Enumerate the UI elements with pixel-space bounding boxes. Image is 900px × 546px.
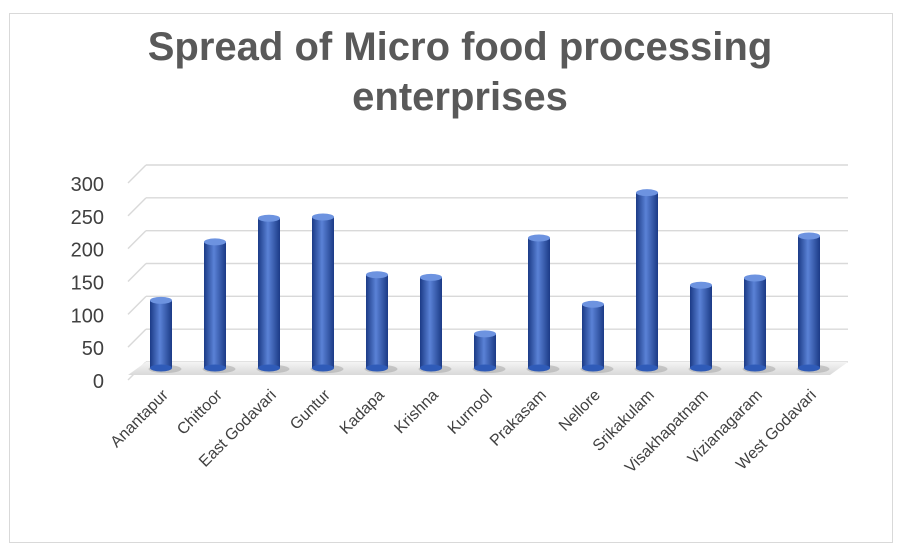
bar <box>256 214 290 373</box>
bar <box>202 238 236 373</box>
x-tick-label: Krishna <box>391 387 441 437</box>
gridline-side <box>127 230 147 250</box>
bar-bottom <box>744 364 766 372</box>
gridline-side <box>127 328 147 348</box>
chart-title-line-1: Spread of Micro food processing <box>147 25 773 69</box>
bar-body <box>798 236 820 368</box>
bar-cap <box>582 300 604 308</box>
bar-body <box>474 333 496 368</box>
y-axis-ticks: 0 50 100 150 200 250 300 <box>71 174 104 393</box>
bar-body <box>420 277 442 368</box>
bar-cap <box>420 273 442 281</box>
y-tick-label: 250 <box>71 207 104 229</box>
x-tick-label: Chittoor <box>174 386 226 438</box>
x-tick-label: Kurnool <box>445 387 496 438</box>
bar-bottom <box>258 364 280 372</box>
gridline-side <box>127 164 147 184</box>
gridline-side <box>127 197 147 217</box>
bars <box>148 189 830 373</box>
y-tick-label: 0 <box>93 371 104 393</box>
bar <box>796 232 830 373</box>
x-tick-label: Kadapa <box>337 387 388 438</box>
bar <box>364 271 398 373</box>
bar <box>526 234 560 373</box>
bar-bottom <box>312 364 334 372</box>
bar <box>634 189 668 373</box>
bar-cap <box>366 271 388 279</box>
bar-cap <box>690 281 712 289</box>
bar-body <box>690 285 712 368</box>
bar <box>310 213 344 373</box>
bar-cap <box>312 213 334 221</box>
chart-title: Spread of Micro food processing enterpri… <box>0 22 900 122</box>
bar-cap <box>204 238 226 246</box>
y-tick-label: 100 <box>71 305 104 327</box>
bar-bottom <box>420 364 442 372</box>
bar-body <box>528 237 550 368</box>
bar-body <box>636 192 658 368</box>
bar-bottom <box>798 364 820 372</box>
bar-bottom <box>690 364 712 372</box>
bar-bottom <box>636 364 658 372</box>
gridline-side <box>127 295 147 315</box>
bar-bottom <box>366 364 388 372</box>
bar-cap <box>150 296 172 304</box>
y-tick-label: 150 <box>71 273 104 295</box>
chart-title-line-2: enterprises <box>352 75 568 119</box>
x-tick-label: Guntur <box>287 386 334 433</box>
bar-cap <box>528 234 550 242</box>
bar-cap <box>474 330 496 338</box>
bar-bottom <box>528 364 550 372</box>
bar-body <box>150 300 172 368</box>
bar-bottom <box>474 364 496 372</box>
bar-bottom <box>150 364 172 372</box>
bar-body <box>258 218 280 368</box>
bar <box>472 330 506 373</box>
bar-body <box>204 241 226 368</box>
bar-body <box>312 216 334 368</box>
x-tick-label: Prakasam <box>487 387 550 450</box>
bar-body <box>582 304 604 368</box>
bar <box>418 273 452 373</box>
y-tick-label: 200 <box>71 240 104 262</box>
x-tick-label: Nellore <box>556 387 604 435</box>
bar <box>148 296 182 373</box>
bar-cap <box>798 232 820 240</box>
bar-cap <box>258 214 280 222</box>
x-tick-label: Anantapur <box>108 386 173 451</box>
bar-bottom <box>204 364 226 372</box>
bar-body <box>744 278 766 368</box>
bar-body <box>366 274 388 368</box>
bar-cap <box>636 189 658 197</box>
y-tick-label: 300 <box>71 174 104 196</box>
bar <box>688 281 722 373</box>
bar <box>580 300 614 373</box>
gridline-side <box>127 263 147 282</box>
bar-bottom <box>582 364 604 372</box>
bar <box>742 274 776 373</box>
y-tick-label: 50 <box>82 338 104 360</box>
bar-cap <box>744 274 766 282</box>
